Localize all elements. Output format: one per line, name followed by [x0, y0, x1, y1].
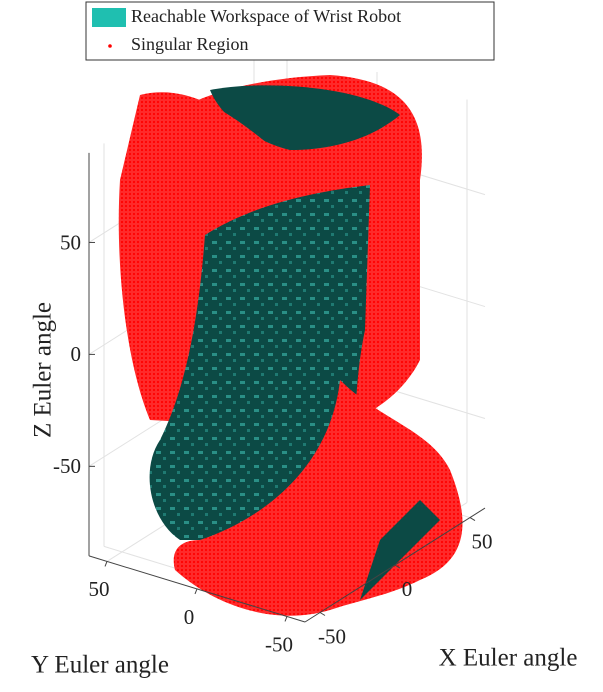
y-tick [104, 561, 108, 567]
x-tick [319, 612, 326, 616]
z-tick-label: 50 [60, 230, 81, 254]
x-axis-label: X Euler angle [439, 645, 578, 672]
legend-label: Singular Region [131, 34, 249, 54]
z-tick-label: 0 [71, 342, 82, 366]
y-tick-label: -50 [265, 632, 293, 656]
z-tick-label: -50 [53, 454, 81, 478]
y-axis-label: Y Euler angle [31, 652, 169, 679]
y-tick [194, 588, 198, 595]
z-axis-label: Z Euler angle [30, 302, 57, 438]
legend-label: Reachable Workspace of Wrist Robot [131, 6, 401, 26]
x-tick-label: 50 [472, 529, 493, 553]
y-tick-label: 50 [89, 577, 110, 601]
x-tick-label: 0 [402, 577, 413, 601]
x-tick-label: -50 [318, 624, 346, 648]
legend: Reachable Workspace of Wrist Robot Singu… [85, 1, 495, 61]
x-tick [469, 517, 476, 521]
legend-swatch [108, 44, 112, 48]
reachable-workspace [149, 85, 400, 540]
legend-box [85, 1, 495, 61]
x-tick [394, 564, 401, 569]
y-tick [284, 616, 288, 622]
axes: -50 0 50 -50 0 50 -50 0 50 [53, 152, 493, 656]
legend-swatch [92, 8, 126, 27]
y-tick-label: 0 [184, 605, 195, 629]
